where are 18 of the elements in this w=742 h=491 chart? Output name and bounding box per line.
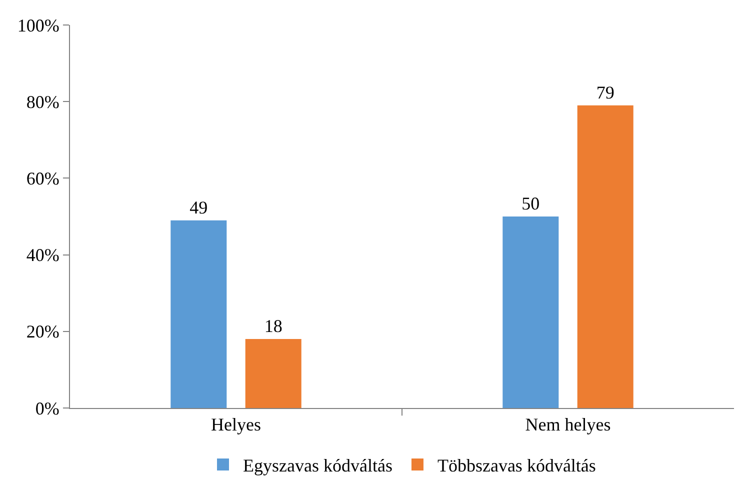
bar	[502, 216, 559, 408]
legend-label: Egyszavas kódváltás	[243, 456, 392, 476]
bar	[577, 105, 634, 408]
y-tick-label: 100%	[17, 15, 60, 36]
y-tick-label: 60%	[26, 168, 60, 188]
x-tick-label: Helyes	[211, 414, 261, 435]
y-tick-label: 20%	[26, 322, 60, 342]
data-label: 49	[190, 197, 208, 218]
y-tick-label: 0%	[35, 398, 60, 418]
y-tick-label: 40%	[26, 245, 60, 266]
bar	[245, 339, 302, 408]
x-tick-label: Nem helyes	[525, 414, 611, 435]
bar	[170, 220, 227, 408]
data-label: 18	[264, 316, 282, 336]
legend-label: Többszavas kódváltás	[437, 456, 596, 476]
data-label: 79	[596, 82, 614, 102]
y-tick-label: 80%	[26, 92, 60, 112]
data-label: 50	[522, 194, 540, 214]
